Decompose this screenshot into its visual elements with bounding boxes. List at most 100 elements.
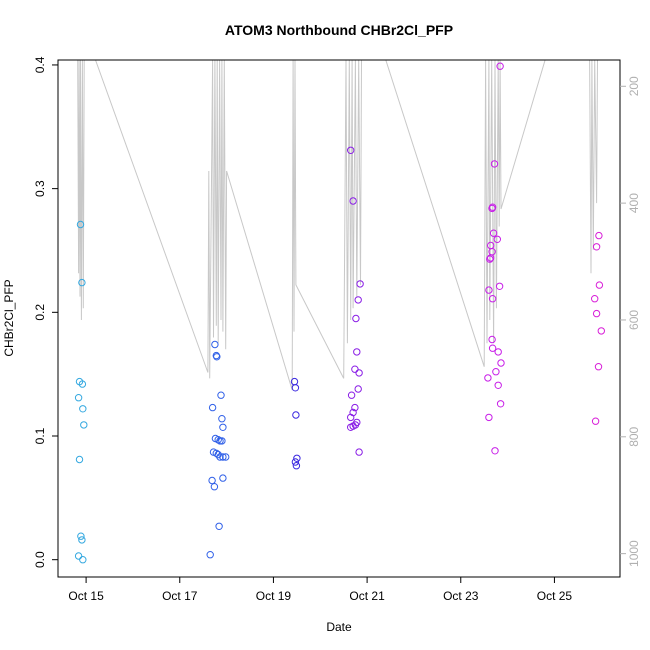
right-tick-label: 800 bbox=[627, 426, 641, 446]
data-point bbox=[494, 381, 502, 389]
data-point bbox=[488, 335, 496, 344]
data-point bbox=[214, 436, 222, 444]
data-point bbox=[592, 309, 601, 318]
data-point bbox=[291, 384, 300, 392]
x-tick-label: Oct 15 bbox=[68, 589, 104, 603]
data-point bbox=[488, 295, 497, 303]
data-point bbox=[218, 437, 226, 445]
x-tick-label: Oct 19 bbox=[256, 589, 292, 603]
data-point bbox=[487, 254, 495, 262]
data-point bbox=[212, 449, 221, 457]
data-point bbox=[217, 391, 225, 399]
x-axis-label: Date bbox=[326, 620, 352, 634]
altitude-trace-layer bbox=[77, 60, 598, 391]
data-point bbox=[489, 229, 498, 237]
data-point bbox=[354, 385, 362, 393]
right-tick-label: 400 bbox=[627, 193, 641, 213]
data-point bbox=[485, 413, 493, 422]
series-2 bbox=[206, 340, 230, 559]
data-point bbox=[347, 146, 355, 155]
data-point bbox=[351, 365, 359, 373]
data-point bbox=[594, 363, 603, 371]
data-point bbox=[491, 447, 499, 455]
data-point bbox=[591, 295, 599, 303]
right-tick-label: 600 bbox=[627, 310, 641, 330]
data-point bbox=[74, 394, 83, 402]
data-point bbox=[78, 278, 86, 287]
data-point bbox=[354, 296, 362, 304]
data-point bbox=[206, 551, 214, 559]
data-point bbox=[355, 448, 363, 456]
data-point bbox=[493, 235, 501, 244]
data-point bbox=[292, 411, 300, 419]
data-point bbox=[219, 423, 227, 431]
data-point bbox=[347, 423, 355, 431]
data-point bbox=[592, 243, 601, 251]
y-tick-label: 0.0 bbox=[33, 551, 47, 568]
series-1 bbox=[74, 220, 88, 564]
data-point bbox=[597, 327, 605, 335]
data-point bbox=[216, 453, 224, 461]
data-point bbox=[488, 344, 497, 352]
data-point bbox=[492, 368, 500, 376]
y-tick-label: 0.3 bbox=[33, 180, 47, 197]
data-point bbox=[292, 462, 301, 470]
data-point bbox=[213, 353, 221, 361]
data-point bbox=[208, 403, 217, 412]
data-point bbox=[218, 415, 226, 423]
series-3 bbox=[290, 377, 301, 470]
data-point bbox=[293, 454, 301, 462]
data-point bbox=[595, 231, 603, 240]
data-point bbox=[78, 536, 86, 544]
data-point bbox=[355, 369, 363, 377]
x-axis: Oct 15 Oct 17 Oct 19 Oct 21 Oct 23 Oct 25 bbox=[68, 576, 572, 603]
data-point bbox=[497, 359, 505, 367]
data-point bbox=[222, 453, 230, 461]
y-axis-label: CHBr2Cl_PFP bbox=[2, 279, 16, 356]
y-tick-label: 0.2 bbox=[33, 304, 47, 321]
data-point bbox=[494, 348, 502, 356]
y-axis-right: 200 400 600 800 1000 bbox=[620, 76, 641, 567]
data-point bbox=[77, 532, 85, 540]
data-point bbox=[219, 453, 227, 461]
data-point bbox=[495, 282, 504, 290]
data-point bbox=[80, 421, 88, 429]
data-point bbox=[76, 220, 85, 229]
data-point bbox=[353, 348, 361, 356]
data-point bbox=[216, 437, 224, 445]
data-point bbox=[347, 391, 356, 399]
data-point bbox=[208, 476, 216, 485]
data-point bbox=[486, 255, 494, 263]
data-point bbox=[591, 417, 600, 425]
y-tick-label: 0.1 bbox=[33, 427, 47, 444]
x-tick-label: Oct 17 bbox=[162, 589, 198, 603]
data-point bbox=[347, 413, 355, 422]
altitude-trace-line bbox=[77, 60, 598, 391]
data-point bbox=[496, 62, 504, 70]
data-point bbox=[78, 380, 87, 388]
data-point bbox=[211, 340, 219, 349]
data-point bbox=[496, 400, 505, 408]
chart-title: ATOM3 Northbound CHBr2Cl_PFP bbox=[225, 22, 453, 38]
data-point bbox=[210, 483, 219, 491]
data-point bbox=[75, 455, 84, 464]
x-tick-label: Oct 23 bbox=[443, 589, 479, 603]
right-tick-label: 1000 bbox=[627, 540, 641, 567]
data-point bbox=[215, 522, 223, 530]
data-point bbox=[488, 204, 496, 213]
data-point bbox=[490, 160, 499, 168]
data-point bbox=[595, 281, 604, 289]
data-point bbox=[291, 458, 300, 466]
data-point bbox=[79, 556, 87, 564]
data-point bbox=[79, 405, 87, 413]
x-tick-label: Oct 21 bbox=[349, 589, 385, 603]
data-point bbox=[74, 552, 83, 560]
data-point bbox=[219, 474, 227, 482]
series-5 bbox=[484, 62, 505, 455]
y-axis-left: 0.0 0.1 0.2 0.3 0.4 bbox=[33, 56, 58, 568]
data-point bbox=[485, 286, 493, 294]
series-6 bbox=[591, 231, 605, 425]
y-tick-label: 0.4 bbox=[33, 56, 47, 73]
data-point bbox=[351, 403, 359, 412]
